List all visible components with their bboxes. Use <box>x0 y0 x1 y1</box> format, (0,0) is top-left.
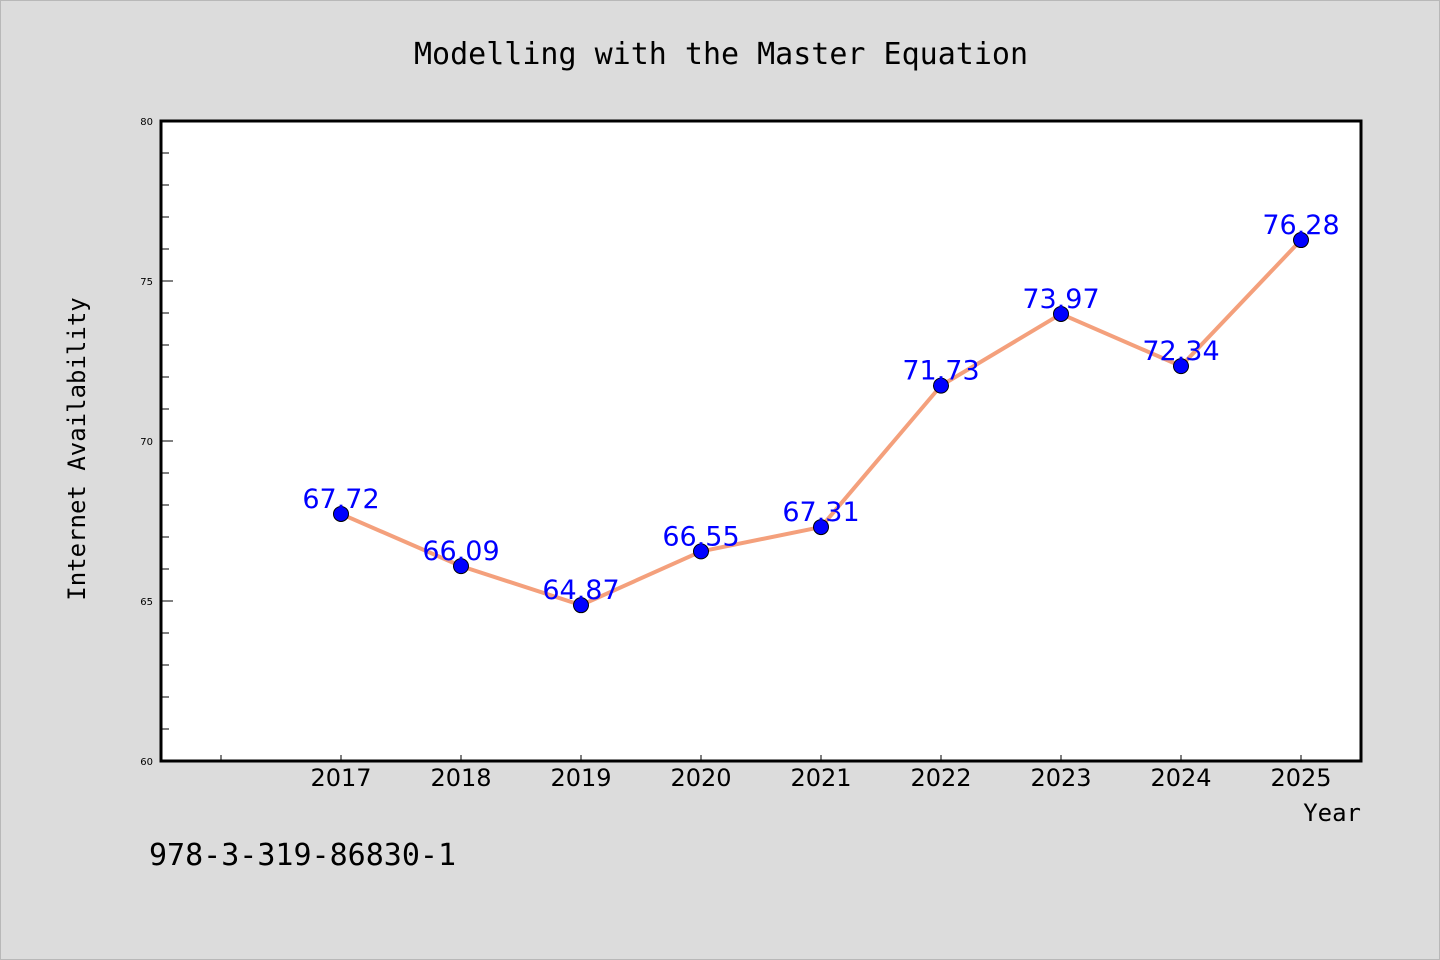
x-tick-label: 2021 <box>790 764 851 792</box>
x-tick-label: 2023 <box>1030 764 1091 792</box>
series-markers <box>333 232 1309 614</box>
data-point <box>933 377 949 394</box>
data-label: 64.87 <box>542 575 619 606</box>
plot-area <box>161 121 1361 761</box>
x-tick-label: 2019 <box>550 764 611 792</box>
y-tick-label: 70 <box>140 437 153 448</box>
x-tick-label: 2025 <box>1270 764 1331 792</box>
x-tick-label: 2024 <box>1150 764 1211 792</box>
y-tick-label: 75 <box>140 277 153 288</box>
data-label: 72.34 <box>1142 336 1219 367</box>
data-label: 67.31 <box>782 497 859 528</box>
data-point <box>1173 358 1189 375</box>
plot-border <box>159 119 1363 763</box>
data-label: 73.97 <box>1022 284 1099 315</box>
x-tick-label: 2022 <box>910 764 971 792</box>
data-labels: 67.72 66.09 64.87 66.55 67.31 71.73 73.97 72.34… <box>302 210 1339 606</box>
x-axis-ticks: 2017 2018 2019 2020 2021 2022 2023 2024 2025 <box>220 755 1332 792</box>
x-tick-label: 2020 <box>670 764 731 792</box>
data-point <box>333 505 349 522</box>
x-axis-label: Year <box>1303 799 1361 827</box>
y-tick-label: 80 <box>140 117 153 128</box>
data-point <box>693 543 709 560</box>
data-point <box>1293 232 1309 249</box>
data-label: 66.55 <box>662 521 739 552</box>
data-label: 67.72 <box>302 484 379 515</box>
y-axis-label: Internet Availability <box>63 297 91 600</box>
data-label: 71.73 <box>902 356 979 387</box>
data-label: 76.28 <box>1262 210 1339 241</box>
isbn-text: 978-3-319-86830-1 <box>149 838 456 873</box>
y-tick-label: 65 <box>140 597 153 608</box>
data-label: 66.09 <box>422 536 499 567</box>
data-point <box>453 558 469 575</box>
data-point <box>813 519 829 536</box>
data-point <box>1053 305 1069 322</box>
x-tick-label: 2017 <box>310 764 371 792</box>
x-tick-label: 2018 <box>430 764 491 792</box>
chart-title: Modelling with the Master Equation <box>414 37 1028 72</box>
data-point <box>573 597 589 614</box>
y-tick-label: 60 <box>140 757 153 768</box>
